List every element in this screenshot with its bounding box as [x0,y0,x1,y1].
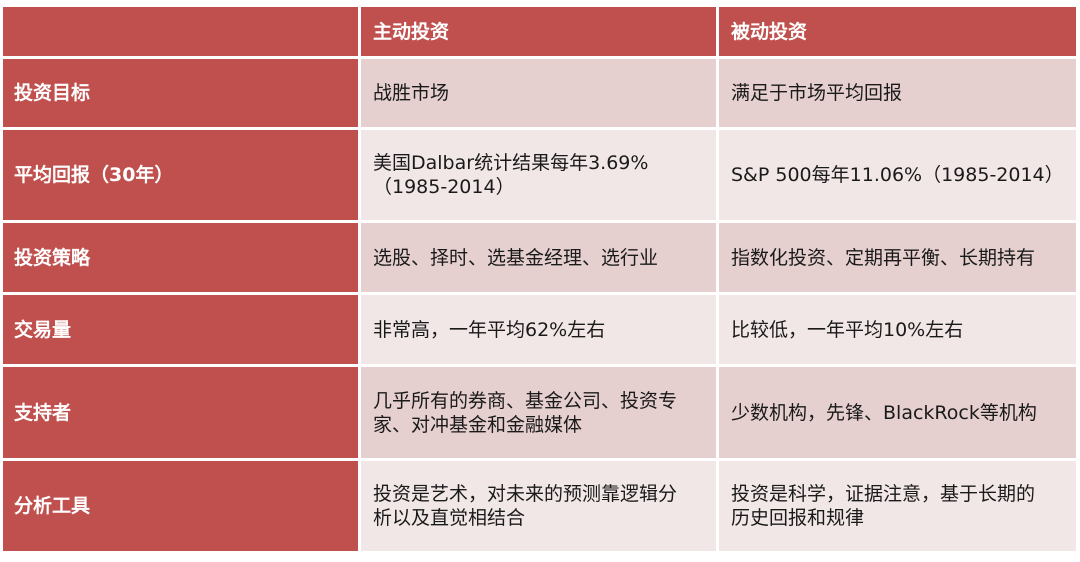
cell-active-average-return: 美国Dalbar统计结果每年3.69% （1985-2014） [361,130,716,220]
cell-passive-analysis-tools: 投资是科学，证据注意，基于长期的 历史回报和规律 [719,461,1076,551]
cell-active-supporters: 几乎所有的券商、基金公司、投资专 家、对冲基金和金融媒体 [361,367,716,458]
row-label-investment-goal: 投资目标 [3,59,358,127]
cell-active-trading-volume: 非常高，一年平均62%左右 [361,295,716,364]
cell-active-investment-strategy: 选股、择时、选基金经理、选行业 [361,223,716,292]
row-label-supporters: 支持者 [3,367,358,458]
header-empty-cell [3,7,358,56]
comparison-table: 主动投资 被动投资 投资目标 战胜市场 满足于市场平均回报 平均回报（30年） … [3,7,1076,551]
header-passive-investing: 被动投资 [719,7,1076,56]
row-label-average-return: 平均回报（30年） [3,130,358,220]
cell-passive-investment-strategy: 指数化投资、定期再平衡、长期持有 [719,223,1076,292]
cell-passive-investment-goal: 满足于市场平均回报 [719,59,1076,127]
row-label-investment-strategy: 投资策略 [3,223,358,292]
row-label-trading-volume: 交易量 [3,295,358,364]
cell-active-investment-goal: 战胜市场 [361,59,716,127]
row-label-analysis-tools: 分析工具 [3,461,358,551]
header-active-investing: 主动投资 [361,7,716,56]
cell-active-analysis-tools: 投资是艺术，对未来的预测靠逻辑分 析以及直觉相结合 [361,461,716,551]
cell-passive-supporters: 少数机构，先锋、BlackRock等机构 [719,367,1076,458]
cell-passive-trading-volume: 比较低，一年平均10%左右 [719,295,1076,364]
cell-passive-average-return: S&P 500每年11.06%（1985-2014） [719,130,1076,220]
